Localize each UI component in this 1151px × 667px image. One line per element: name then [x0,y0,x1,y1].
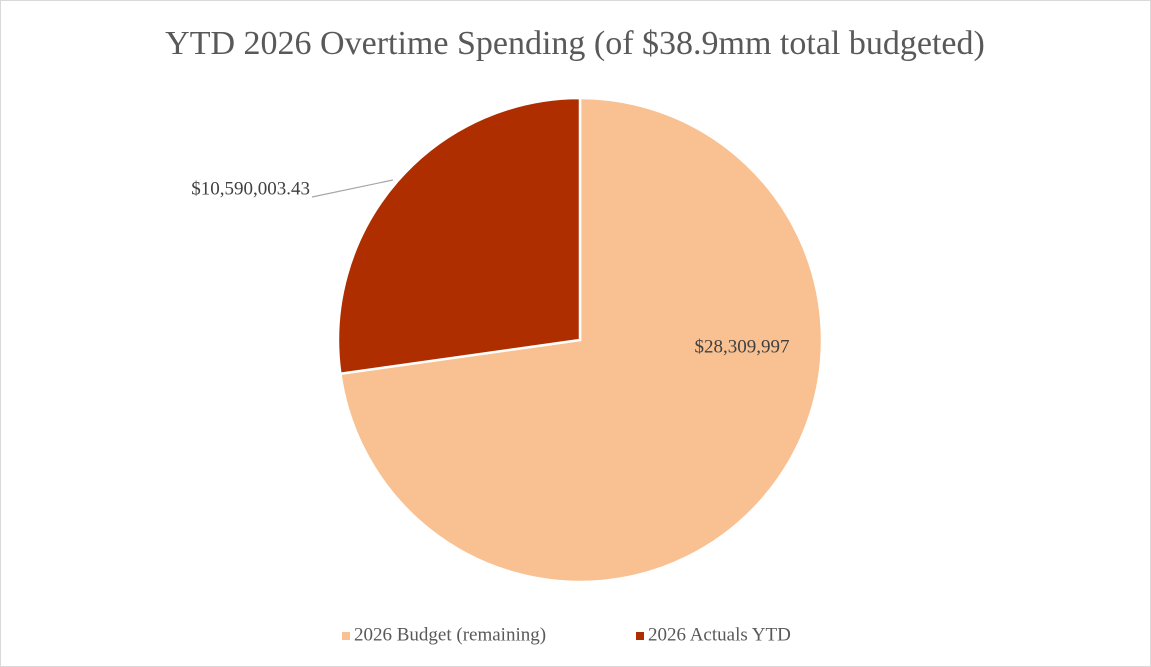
chart-title: YTD 2026 Overtime Spending (of $38.9mm t… [165,25,985,62]
leader-line [311,179,394,198]
legend-marker [342,632,350,640]
pie-slice [336,96,582,376]
data-label: $10,590,003.43 [191,178,310,199]
legend-label: 2026 Budget (remaining) [354,624,546,645]
legend-marker [636,632,644,640]
legend-label: 2026 Actuals YTD [648,624,791,645]
data-label: $28,309,997 [695,336,790,357]
